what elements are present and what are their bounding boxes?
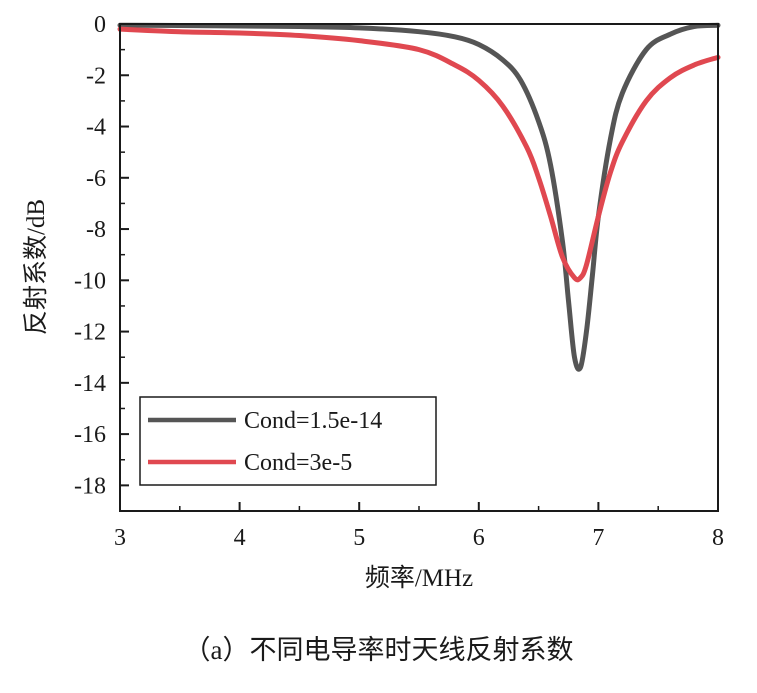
y-tick-label: -4 [86,115,106,141]
y-tick-label: 0 [94,12,106,38]
x-tick-label: 8 [712,525,724,551]
series-line-1 [117,22,721,372]
y-tick-label: -10 [74,268,106,294]
legend: Cond=1.5e-14 Cond=3e-5 [139,396,437,486]
legend-label-series-2: Cond=3e-5 [244,450,352,476]
y-tick-label: -14 [74,371,106,397]
y-axis-title: 反射系数/dB [22,199,50,335]
series-layer [117,22,721,372]
figure-caption: （a）不同电导率时天线反射系数 [183,635,574,665]
x-tick-label: 3 [114,525,126,551]
y-tick-label: -8 [86,217,106,243]
y-tick-label: -18 [74,473,106,499]
y-tick-label: -2 [86,63,106,89]
y-tick-label: -16 [74,422,106,448]
y-tick-label: -6 [86,166,106,192]
y-tick-label: -12 [74,320,106,346]
legend-box [139,396,437,486]
x-tick-label: 7 [592,525,604,551]
series-line-2 [117,26,721,283]
x-tick-label: 6 [473,525,485,551]
x-tick-label: 5 [353,525,365,551]
legend-label-series-1: Cond=1.5e-14 [244,408,382,434]
x-axis-title: 频率/MHz [365,564,473,592]
x-tick-label: 4 [234,525,246,551]
axis-ticks: 3 4 5 6 7 8 0 -2 -4 -6 -8 -10 -12 -14 -16 -18 [74,12,724,551]
